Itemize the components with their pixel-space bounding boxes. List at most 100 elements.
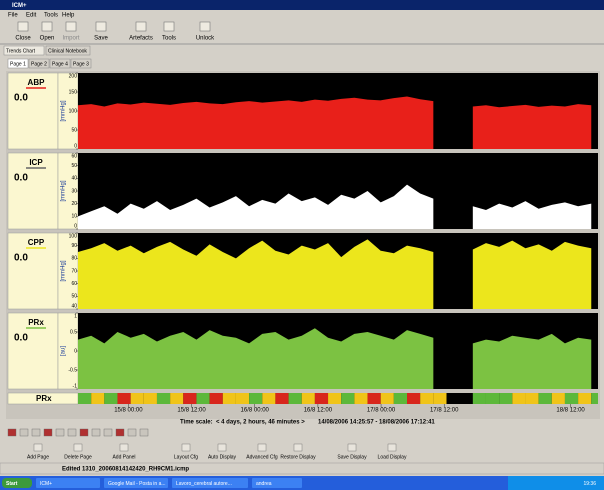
panel-button-icon[interactable]	[73, 443, 83, 452]
panel-button[interactable]: Add Panel	[112, 454, 135, 460]
panel-button[interactable]: Save Display	[337, 454, 367, 460]
panel-button-icon[interactable]	[257, 443, 267, 452]
y-tick-label: 20	[71, 201, 77, 207]
panel-button[interactable]: Advanced Cfg	[246, 454, 278, 460]
tool-icon[interactable]	[79, 428, 89, 437]
taskbar-label[interactable]: Lavoro_cerebral autore...	[176, 481, 232, 487]
tool-icon[interactable]	[43, 428, 53, 437]
toolbar-button[interactable]: Tools	[162, 36, 176, 42]
y-tick-label: 30	[71, 188, 77, 194]
panel-button-icon[interactable]	[181, 443, 191, 452]
page-tab[interactable]	[49, 58, 71, 69]
prx-strip-cell	[78, 393, 92, 404]
toolbar-button[interactable]: Open	[40, 36, 55, 42]
prx-strip-cell	[328, 393, 342, 404]
panel-button-icon[interactable]	[293, 443, 303, 452]
prx-strip-cell	[499, 393, 513, 404]
toolbar-icon[interactable]	[95, 21, 107, 32]
taskbar-label[interactable]: andrea	[256, 481, 272, 487]
current-value: 0.0	[14, 173, 28, 184]
tool-icon[interactable]	[103, 428, 113, 437]
panel-button-icon[interactable]	[217, 443, 227, 452]
menu-item[interactable]: File	[8, 13, 18, 19]
prx-strip-cell	[354, 393, 368, 404]
tool-icon[interactable]	[115, 428, 125, 437]
toolbar-icon[interactable]	[163, 21, 175, 32]
panel-button[interactable]: Add Page	[27, 454, 49, 460]
time-scale-label: Time scale:	[180, 420, 213, 426]
menu-item[interactable]: Edit	[26, 13, 37, 19]
prx-strip-cell	[551, 393, 565, 404]
toolbar-button[interactable]: Import	[62, 36, 79, 42]
tab[interactable]	[45, 45, 91, 56]
signal-area	[78, 328, 592, 389]
toolbar-button[interactable]: Unlock	[196, 36, 215, 42]
menu-item[interactable]: Help	[62, 13, 75, 19]
tool-icon[interactable]	[19, 428, 29, 437]
y-tick-label: 70	[71, 268, 77, 274]
status-text: Edited 1310_20060814142420_RH9CM1.icmp	[62, 467, 189, 473]
panel-button-icon[interactable]	[119, 443, 129, 452]
toolbar-icon[interactable]	[199, 21, 211, 32]
prx-strip-cell	[367, 393, 381, 404]
page-tab-label[interactable]: Page 4	[52, 61, 68, 67]
tool-icon[interactable]	[127, 428, 137, 437]
x-tick-label: 17/8 12:00	[430, 408, 459, 414]
page-tab-label[interactable]: Page 1	[10, 61, 26, 67]
toolbar-button[interactable]: Save	[94, 36, 108, 42]
tool-icon[interactable]	[31, 428, 41, 437]
panel-button-icon[interactable]	[387, 443, 397, 452]
menu-item[interactable]: Tools	[44, 13, 58, 19]
tab-label[interactable]: Trends Chart	[6, 48, 36, 54]
y-tick-label: 60	[71, 281, 77, 287]
y-tick-label: 50	[71, 294, 77, 300]
taskbar-button[interactable]	[2, 478, 32, 488]
prx-strip-cell	[288, 393, 302, 404]
panel-button[interactable]: Restore Display	[280, 454, 316, 460]
toolbar-icon[interactable]	[65, 21, 77, 32]
prx-strip-cell	[485, 393, 500, 404]
taskbar-button[interactable]	[36, 478, 100, 488]
tool-icon[interactable]	[7, 428, 17, 437]
prx-strip-cell	[578, 393, 592, 404]
prx-strip-cell	[117, 393, 131, 404]
page-tab-label[interactable]: Page 2	[31, 61, 47, 67]
tab[interactable]	[3, 45, 45, 56]
panel-button[interactable]: Auto Display	[208, 454, 237, 460]
tool-icon[interactable]	[139, 428, 149, 437]
tool-icon[interactable]	[55, 428, 65, 437]
toolbar-icon[interactable]	[135, 21, 147, 32]
y-axis-label: [mmHg]	[61, 180, 67, 201]
toolbar-icon[interactable]	[17, 21, 29, 32]
tool-icon[interactable]	[67, 428, 77, 437]
toolbar-button[interactable]: Artefacts	[129, 36, 153, 42]
prx-strip-cell	[341, 393, 355, 404]
signal-name: CPP	[28, 238, 45, 247]
page-tab[interactable]	[70, 58, 92, 69]
taskbar-label[interactable]: Start	[6, 481, 18, 487]
tool-icon[interactable]	[91, 428, 101, 437]
panel-button-icon[interactable]	[33, 443, 43, 452]
taskbar-button[interactable]	[252, 478, 302, 488]
prx-strip-cell	[104, 393, 118, 404]
prx-strip-cell	[91, 393, 105, 404]
panel-button[interactable]: Load Display	[378, 454, 407, 460]
page-tab[interactable]	[7, 58, 29, 69]
toolbar-icon[interactable]	[41, 21, 53, 32]
taskbar-label[interactable]: ICM+	[40, 481, 52, 487]
taskbar-button[interactable]	[172, 478, 248, 488]
taskbar-button[interactable]	[104, 478, 168, 488]
panel-button-icon[interactable]	[347, 443, 357, 452]
taskbar-label[interactable]: Google Mail - Posta in a...	[108, 481, 166, 487]
x-tick-label: 15/8 00:00	[114, 408, 143, 414]
window-title: ICM+	[12, 3, 27, 9]
toolbar-button[interactable]: Close	[15, 36, 31, 42]
page-tab-label[interactable]: Page 3	[73, 61, 89, 67]
page-tab[interactable]	[28, 58, 50, 69]
panel-button[interactable]: Delete Page	[64, 454, 92, 460]
prx-strip-cell	[262, 393, 276, 404]
tab-label[interactable]: Clinical Notebook	[48, 48, 87, 54]
panel-label-bg	[7, 72, 59, 150]
panel-button[interactable]: Layout Cfg	[174, 454, 198, 460]
